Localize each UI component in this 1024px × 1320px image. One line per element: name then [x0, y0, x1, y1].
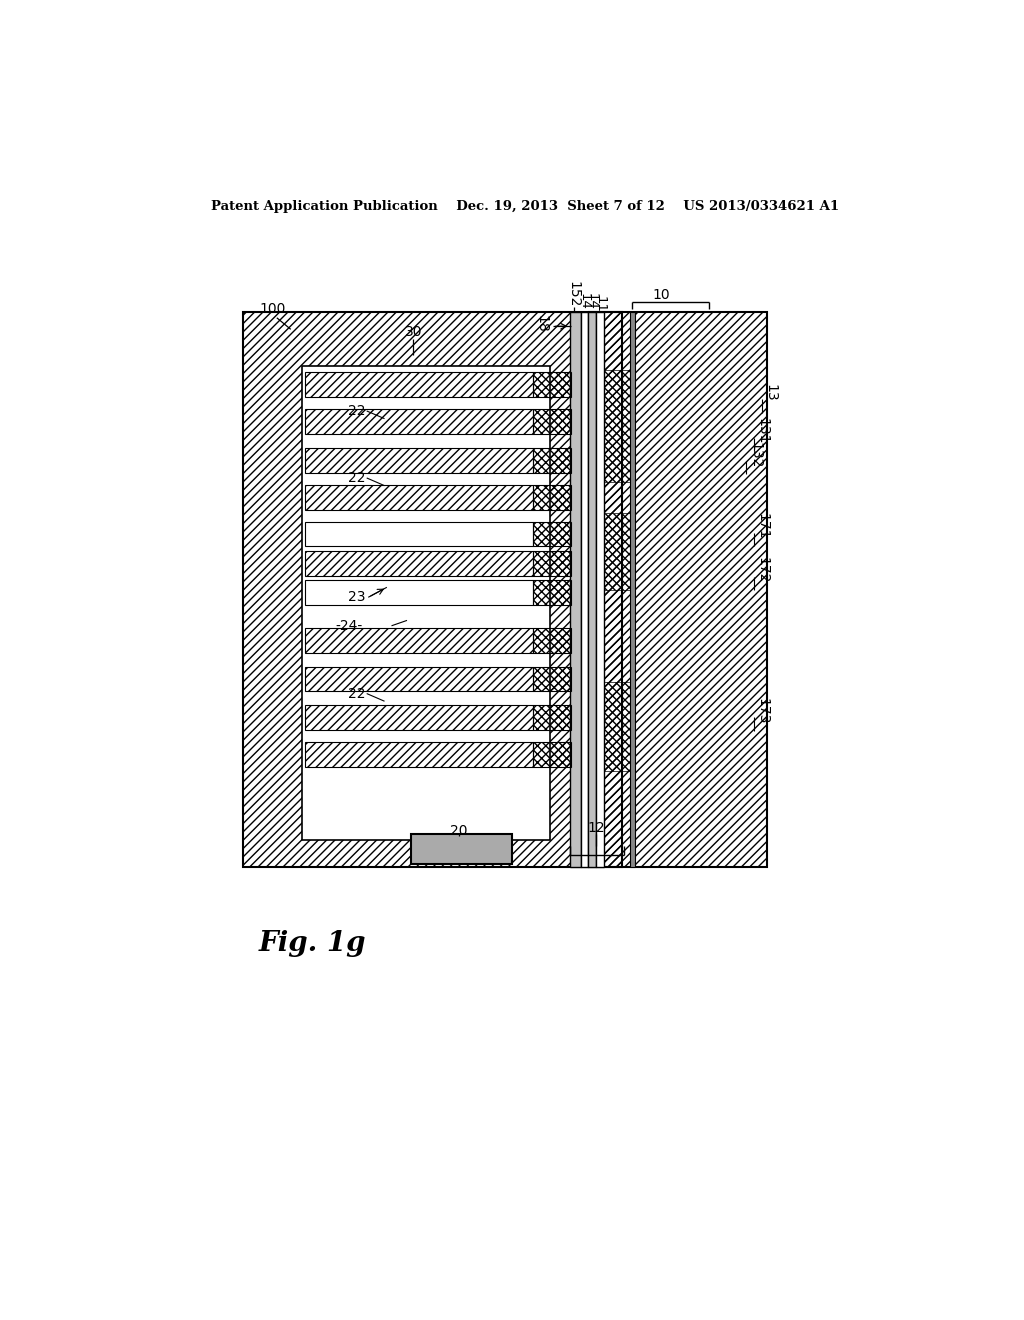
Text: Patent Application Publication    Dec. 19, 2013  Sheet 7 of 12    US 2013/033462: Patent Application Publication Dec. 19, …	[211, 199, 839, 213]
Bar	[581, 313, 589, 867]
Bar	[243, 313, 623, 867]
Text: 22: 22	[348, 686, 366, 701]
Bar	[604, 370, 631, 482]
Bar	[589, 313, 767, 867]
Bar	[534, 628, 570, 653]
Bar	[305, 552, 534, 576]
Bar	[305, 447, 534, 473]
Text: 12: 12	[588, 821, 605, 834]
Text: 100: 100	[260, 302, 286, 317]
Bar	[589, 313, 596, 867]
Bar	[305, 409, 534, 434]
Text: 173: 173	[756, 698, 770, 725]
Bar	[534, 447, 570, 473]
Bar	[302, 367, 550, 840]
Bar	[305, 742, 534, 767]
Bar	[630, 313, 635, 867]
Bar	[534, 372, 570, 397]
Bar	[534, 521, 570, 546]
Bar	[604, 512, 631, 590]
Bar	[305, 705, 534, 730]
Bar	[534, 484, 570, 510]
Bar	[534, 742, 570, 767]
Bar	[534, 409, 570, 434]
Text: -24-: -24-	[336, 619, 362, 632]
Bar	[596, 313, 604, 867]
Text: 22: 22	[348, 404, 366, 418]
Text: Fig. 1g: Fig. 1g	[258, 931, 366, 957]
Bar	[534, 705, 570, 730]
Bar	[305, 372, 534, 397]
Text: 13: 13	[764, 384, 777, 403]
Text: 10: 10	[652, 289, 670, 302]
Bar	[305, 484, 534, 510]
Text: 14: 14	[586, 293, 599, 310]
Bar	[534, 667, 570, 692]
Bar	[305, 667, 534, 692]
Text: 172: 172	[756, 557, 770, 583]
Text: 30: 30	[404, 325, 422, 339]
Bar	[534, 581, 570, 605]
Text: 132: 132	[748, 442, 762, 469]
Bar	[305, 581, 534, 605]
Bar	[305, 628, 534, 653]
Text: 171: 171	[756, 513, 770, 540]
Text: 152: 152	[566, 281, 581, 308]
Bar	[604, 682, 631, 771]
Text: 131: 131	[756, 418, 770, 445]
Text: 22: 22	[348, 471, 366, 484]
Text: 14: 14	[578, 293, 591, 310]
Text: 11: 11	[594, 296, 606, 313]
Text: 20: 20	[451, 824, 468, 838]
Bar	[305, 521, 534, 546]
Text: 18: 18	[535, 315, 548, 333]
Bar	[569, 313, 581, 867]
Bar	[411, 834, 512, 863]
Text: 23: 23	[348, 590, 366, 605]
Bar	[534, 552, 570, 576]
